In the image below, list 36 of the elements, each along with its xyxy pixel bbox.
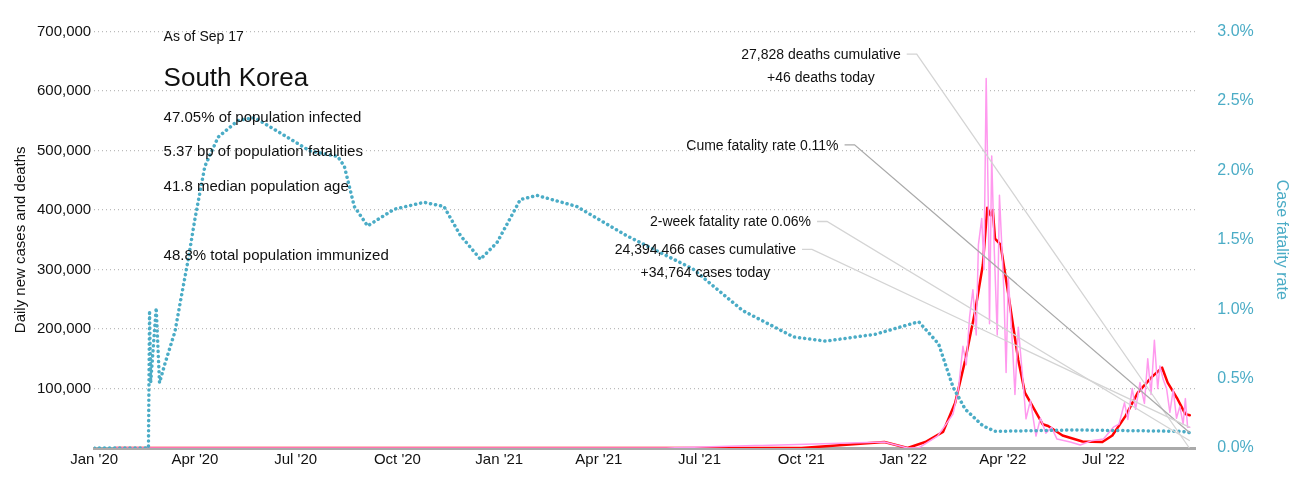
y-tick-label: 400,000 <box>36 200 92 218</box>
x-tick-label: Oct '20 <box>373 450 421 468</box>
y2-tick-label: 0.0% <box>1217 438 1254 456</box>
y2-axis-title: Case fatality rate <box>1273 179 1291 300</box>
x-tick-label: Jan '21 <box>475 450 524 468</box>
annotation: 27,828 deaths cumulative +46 deaths today <box>741 46 901 86</box>
y2-tick-label: 0.5% <box>1217 369 1254 387</box>
x-tick-label: Jul '21 <box>678 450 721 468</box>
y2-tick-label: 1.5% <box>1217 230 1254 248</box>
y-axis-title: Daily new cases and deaths <box>11 146 29 334</box>
y-tick-label: 200,000 <box>36 319 92 337</box>
y-tick-label: 300,000 <box>36 259 92 277</box>
x-tick-label: Apr '20 <box>171 450 219 468</box>
annotation: 41.8 median population age <box>163 177 349 195</box>
y-tick-label: 500,000 <box>36 140 92 158</box>
y2-tick-label: 2.0% <box>1217 160 1254 178</box>
y-tick-label: 100,000 <box>36 378 92 396</box>
x-tick-label: Oct '21 <box>777 450 825 468</box>
annotation: 5.37 bp of population fatalities <box>163 141 363 159</box>
y2-tick-label: 2.5% <box>1217 91 1254 109</box>
x-tick-label: Jan '20 <box>70 450 119 468</box>
y2-tick-label: 1.0% <box>1217 299 1254 317</box>
annotation: Cume fatality rate 0.11% <box>686 136 839 153</box>
text: South Korea <box>163 61 309 92</box>
annotation: 2-week fatality rate 0.06% <box>649 213 812 230</box>
x-tick-label: Jul '22 <box>1082 450 1125 468</box>
x-tick-label: Jan '22 <box>879 450 928 468</box>
x-tick-label: Apr '21 <box>575 450 623 468</box>
y-tick-label: 700,000 <box>36 21 92 39</box>
annotation: 48.8% total population immunized <box>163 245 389 263</box>
annotation: 47.05% of population infected <box>163 107 362 125</box>
y2-tick-label: 3.0% <box>1217 22 1254 40</box>
x-tick-label: Apr '22 <box>979 450 1027 468</box>
y-tick-label: 600,000 <box>36 81 92 99</box>
chart-subtitle: As of Sep 17 <box>163 27 244 44</box>
x-tick-label: Jul '20 <box>274 450 318 468</box>
